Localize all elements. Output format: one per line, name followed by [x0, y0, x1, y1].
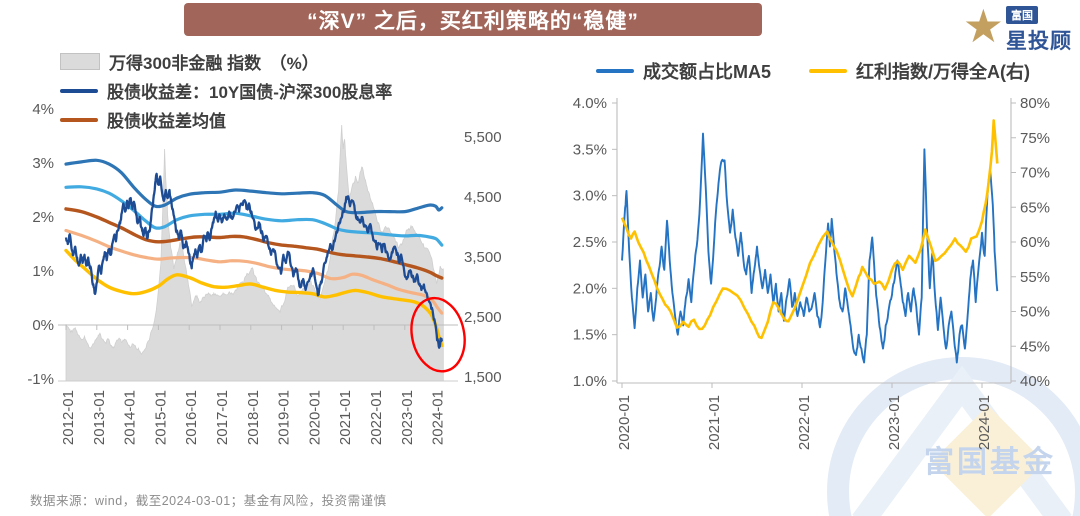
right-axis-label: 2,500 [464, 309, 502, 326]
left-axis-label: 3.5% [573, 141, 607, 158]
right-axis-label: 80% [1020, 95, 1050, 112]
x-axis-label: 2022-01 [368, 390, 385, 445]
left-axis-label: 2% [32, 209, 54, 226]
left-axis-label: 2.0% [573, 280, 607, 297]
right-axis-label: 70% [1020, 165, 1050, 182]
index-area [65, 124, 444, 382]
left-axis-label: 1.0% [573, 373, 607, 390]
right-axis-label: 5,500 [464, 129, 502, 146]
left-axis-label: 0% [32, 317, 54, 334]
right-chart-legend: 成交额占比MA5 红利指数/万得全A(右) [552, 56, 1074, 85]
line-swatch-spread [60, 88, 98, 93]
left-axis-label: 3.0% [573, 188, 607, 205]
band-line-band_minus2 [64, 248, 444, 348]
x-axis-label: 2024-01 [976, 395, 993, 450]
x-axis-label: 2013-01 [91, 390, 108, 445]
x-axis-label: 2014-01 [122, 390, 139, 445]
brand-box: 富国 [1006, 6, 1038, 24]
left-chart: 4% 3% 2% 1% 0% -1% 5,500 4,500 3,500 2,500 1,500 20… [27, 101, 502, 445]
x-axis-label: 2018-01 [245, 390, 262, 445]
legend-label-mean: 股债收益差均值 [107, 112, 226, 131]
page-title: “深V” 之后，买红利策略的“稳健” [307, 9, 639, 33]
x-axis-label: 2021-01 [706, 395, 723, 450]
x-axis-label: 2023-01 [886, 395, 903, 450]
brand-text-block: 富国 星投顾 [1006, 2, 1072, 55]
x-axis-label: 2016-01 [183, 390, 200, 445]
x-axis-label: 2024-01 [430, 390, 447, 445]
legend-item-spread: 股债收益差：10Y国债-沪深300股息率 [60, 76, 392, 105]
brand-name: 星投顾 [1006, 30, 1072, 53]
right-axis-label: 55% [1020, 269, 1050, 286]
left-axis-label: -1% [27, 371, 54, 388]
line-swatch-turnover [595, 68, 634, 73]
x-axis-label: 2020-01 [306, 390, 323, 445]
right-axis-label: 45% [1020, 338, 1050, 355]
legend-label-index: 万得300非金融 指数 （%） [109, 54, 319, 73]
watermark-text: 富国基金 [924, 445, 1056, 479]
legend-item-dividend-ratio: 红利指数/万得全A(右) [809, 56, 1030, 85]
left-axis-label: 4% [32, 101, 54, 118]
x-axis-label: 2015-01 [152, 390, 169, 445]
line-swatch-dividend-ratio [809, 68, 847, 73]
dividend-ratio-line [620, 119, 999, 340]
left-chart-legend: 万得300非金融 指数 （%） 股债收益差：10Y国债-沪深300股息率 股债收… [60, 47, 392, 134]
right-axis-label: 75% [1020, 130, 1050, 147]
source-note: 数据来源：wind，截至2024-03-01；基金有风险，投资需谨慎 [30, 494, 387, 508]
star-icon: ★ [962, 0, 1004, 52]
x-axis-label: 2012-01 [60, 390, 77, 445]
x-axis-label: 2022-01 [796, 395, 813, 450]
left-axis-label: 2.5% [573, 234, 607, 251]
title-banner: “深V” 之后，买红利策略的“稳健” [184, 3, 762, 36]
brand-logo: ★ 富国 星投顾 [963, 2, 1072, 55]
right-axis-label: 4,500 [464, 189, 502, 206]
x-axis-label: 2020-01 [616, 395, 633, 450]
highlight-ellipse [410, 296, 466, 373]
x-axis-label: 2021-01 [337, 390, 354, 445]
right-axis-label: 1,500 [464, 369, 502, 386]
legend-item-mean: 股债收益差均值 [60, 105, 392, 134]
right-axis-label: 40% [1020, 373, 1050, 390]
legend-label-dividend-ratio: 红利指数/万得全A(右) [856, 61, 1030, 82]
left-axis-label: 1.5% [573, 327, 607, 344]
area-swatch [60, 53, 100, 70]
legend-label-spread: 股债收益差：10Y国债-沪深300股息率 [107, 83, 393, 102]
legend-item-index: 万得300非金融 指数 （%） [60, 47, 392, 76]
band-line-band_plus1 [64, 185, 444, 247]
x-axis-label: 2017-01 [214, 390, 231, 445]
right-chart: 4.0% 3.5% 3.0% 2.5% 2.0% 1.5% 1.0% 80% 75% 70% 65%… [573, 95, 1050, 450]
left-axis-label: 4.0% [573, 95, 607, 112]
band-line-band_plus2 [64, 158, 444, 215]
left-axis-label: 1% [32, 263, 54, 280]
right-axis-label: 3,500 [464, 249, 502, 266]
left-axis-label: 3% [32, 155, 54, 172]
x-axis-label: 2023-01 [399, 390, 416, 445]
right-axis-label: 60% [1020, 234, 1050, 251]
legend-item-turnover: 成交额占比MA5 [595, 56, 771, 85]
right-axis-label: 65% [1020, 199, 1050, 216]
band-line-band_minus1 [64, 228, 444, 315]
spread-line [64, 172, 443, 349]
right-axis-label: 50% [1020, 304, 1050, 321]
line-swatch-mean [60, 117, 98, 122]
legend-label-turnover: 成交额占比MA5 [642, 61, 771, 82]
x-axis-label: 2019-01 [276, 390, 293, 445]
turnover-line [621, 132, 999, 364]
